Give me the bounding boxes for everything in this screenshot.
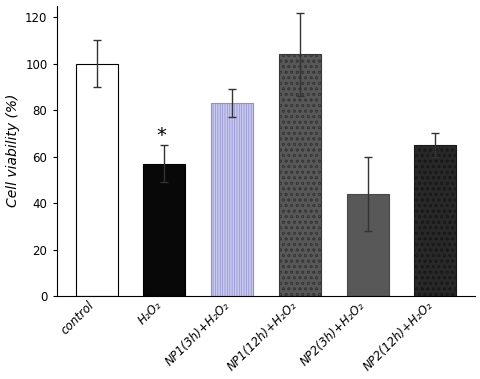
Bar <box>211 103 252 296</box>
Bar <box>75 64 117 296</box>
Text: *: * <box>156 126 166 145</box>
Bar <box>414 145 456 296</box>
Bar <box>278 54 320 296</box>
Bar <box>346 194 388 296</box>
Y-axis label: Cell viability (%): Cell viability (%) <box>6 94 20 207</box>
Bar <box>143 164 185 296</box>
